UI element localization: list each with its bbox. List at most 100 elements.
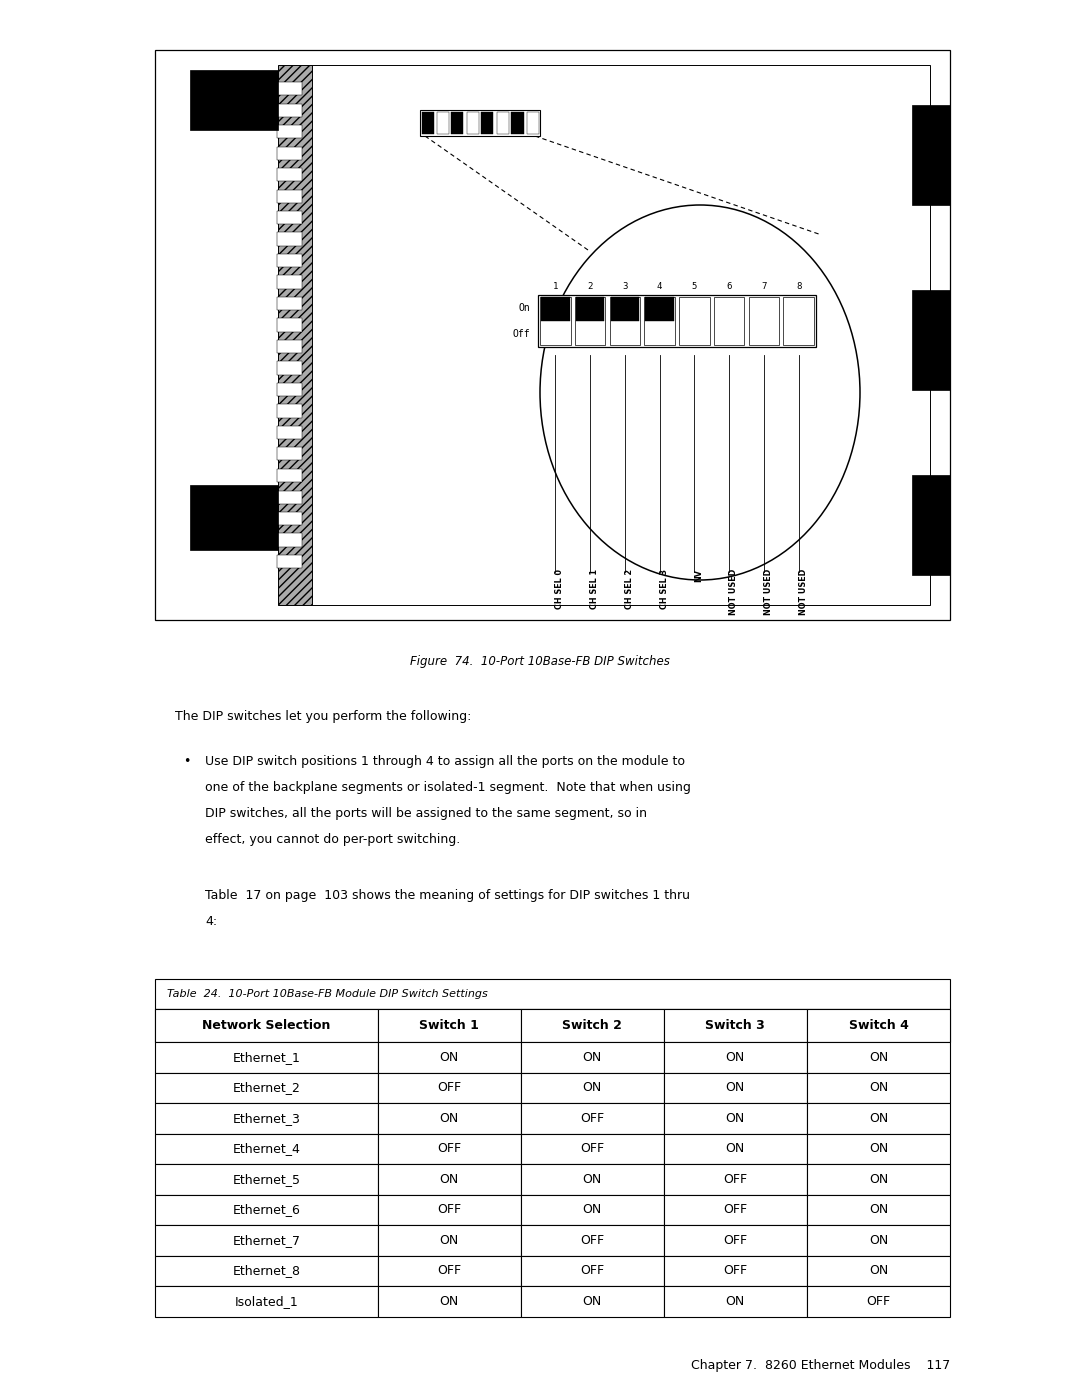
Bar (276, 319, 302, 331)
Bar (664, 1042, 807, 1073)
Bar (310, 66, 930, 605)
Bar (276, 362, 302, 374)
Bar (497, 112, 509, 134)
Bar (156, 1287, 378, 1316)
Text: Use DIP switch positions 1 through 4 to assign all the ports on the module to: Use DIP switch positions 1 through 4 to … (205, 754, 685, 768)
Text: effect, you cannot do per-port switching.: effect, you cannot do per-port switching… (205, 833, 460, 847)
Text: DIP switches, all the ports will be assigned to the same segment, so in: DIP switches, all the ports will be assi… (205, 807, 647, 820)
Bar (807, 1133, 950, 1164)
Text: NOT USED: NOT USED (729, 569, 738, 615)
Bar (679, 298, 710, 345)
Bar (190, 485, 278, 550)
Bar (521, 1073, 664, 1104)
Bar (378, 1042, 521, 1073)
Text: OFF: OFF (580, 1143, 605, 1155)
Bar (276, 298, 302, 310)
Bar (276, 190, 302, 203)
Text: OFF: OFF (580, 1112, 605, 1125)
Bar (276, 103, 302, 116)
Ellipse shape (540, 205, 860, 580)
Bar (276, 339, 302, 353)
Bar (156, 1009, 950, 1042)
Text: Switch 4: Switch 4 (849, 1018, 908, 1032)
Text: CH SEL 1: CH SEL 1 (590, 569, 599, 609)
Text: Ethernet_2: Ethernet_2 (232, 1081, 300, 1094)
Bar (912, 475, 950, 576)
Text: ON: ON (868, 1051, 888, 1063)
Bar (276, 147, 302, 159)
Bar (276, 426, 302, 439)
Text: ON: ON (868, 1203, 888, 1217)
Bar (156, 1073, 378, 1104)
Bar (156, 1042, 378, 1073)
Text: 8: 8 (796, 282, 801, 291)
Text: OFF: OFF (437, 1264, 461, 1277)
Text: OFF: OFF (580, 1234, 605, 1246)
Text: ON: ON (440, 1172, 459, 1186)
Text: ON: ON (582, 1081, 602, 1094)
Bar (807, 1042, 950, 1073)
Bar (576, 298, 605, 321)
Bar (378, 1287, 521, 1316)
Text: OFF: OFF (437, 1203, 461, 1217)
Text: Ethernet_3: Ethernet_3 (232, 1112, 300, 1125)
Bar (807, 1287, 950, 1316)
Bar (436, 112, 448, 134)
Bar (664, 1009, 807, 1042)
Bar (378, 1073, 521, 1104)
Text: Ethernet_4: Ethernet_4 (232, 1143, 300, 1155)
Bar (378, 1133, 521, 1164)
Text: Switch 2: Switch 2 (563, 1018, 622, 1032)
Bar (610, 298, 640, 345)
Text: CH SEL 0: CH SEL 0 (555, 569, 565, 609)
Bar (156, 1133, 378, 1164)
Text: ON: ON (868, 1143, 888, 1155)
Bar (645, 298, 675, 345)
Text: ON: ON (582, 1172, 602, 1186)
Text: Figure  74.  10-Port 10Base-FB DIP Switches: Figure 74. 10-Port 10Base-FB DIP Switche… (410, 655, 670, 668)
Bar (521, 1042, 664, 1073)
Text: Switch 3: Switch 3 (705, 1018, 766, 1032)
Text: OFF: OFF (437, 1143, 461, 1155)
Bar (276, 405, 302, 418)
Bar (807, 1009, 950, 1042)
Bar (512, 112, 524, 134)
Bar (421, 112, 433, 134)
Bar (521, 1164, 664, 1194)
Bar (378, 1164, 521, 1194)
Text: ON: ON (440, 1112, 459, 1125)
Text: OFF: OFF (866, 1295, 891, 1308)
Text: OFF: OFF (724, 1264, 747, 1277)
Text: 6: 6 (727, 282, 732, 291)
Bar (664, 1194, 807, 1225)
Bar (276, 254, 302, 267)
Bar (521, 1133, 664, 1164)
Text: Table  24.  10-Port 10Base-FB Module DIP Switch Settings: Table 24. 10-Port 10Base-FB Module DIP S… (167, 989, 488, 999)
Text: OFF: OFF (724, 1172, 747, 1186)
Bar (575, 298, 605, 345)
Bar (276, 275, 302, 289)
Bar (278, 66, 312, 605)
Text: Network Selection: Network Selection (202, 1018, 330, 1032)
Text: 4: 4 (657, 282, 662, 291)
Bar (807, 1256, 950, 1287)
Text: 2: 2 (588, 282, 593, 291)
Bar (664, 1104, 807, 1133)
Text: Table  17 on page  103 shows the meaning of settings for DIP switches 1 thru: Table 17 on page 103 shows the meaning o… (205, 888, 690, 902)
Bar (276, 490, 302, 503)
Text: one of the backplane segments or isolated-1 segment.  Note that when using: one of the backplane segments or isolate… (205, 781, 691, 793)
Text: NV: NV (694, 569, 703, 583)
Text: Ethernet_5: Ethernet_5 (232, 1172, 300, 1186)
Bar (156, 1104, 378, 1133)
Bar (646, 298, 674, 321)
Bar (378, 1009, 521, 1042)
Text: Chapter 7.  8260 Ethernet Modules    117: Chapter 7. 8260 Ethernet Modules 117 (691, 1359, 950, 1372)
Text: The DIP switches let you perform the following:: The DIP switches let you perform the fol… (175, 710, 471, 724)
Bar (714, 298, 744, 345)
Text: ON: ON (868, 1264, 888, 1277)
Bar (156, 50, 950, 620)
Bar (378, 1104, 521, 1133)
Bar (610, 298, 639, 321)
Text: 5: 5 (691, 282, 697, 291)
Text: ON: ON (440, 1051, 459, 1063)
